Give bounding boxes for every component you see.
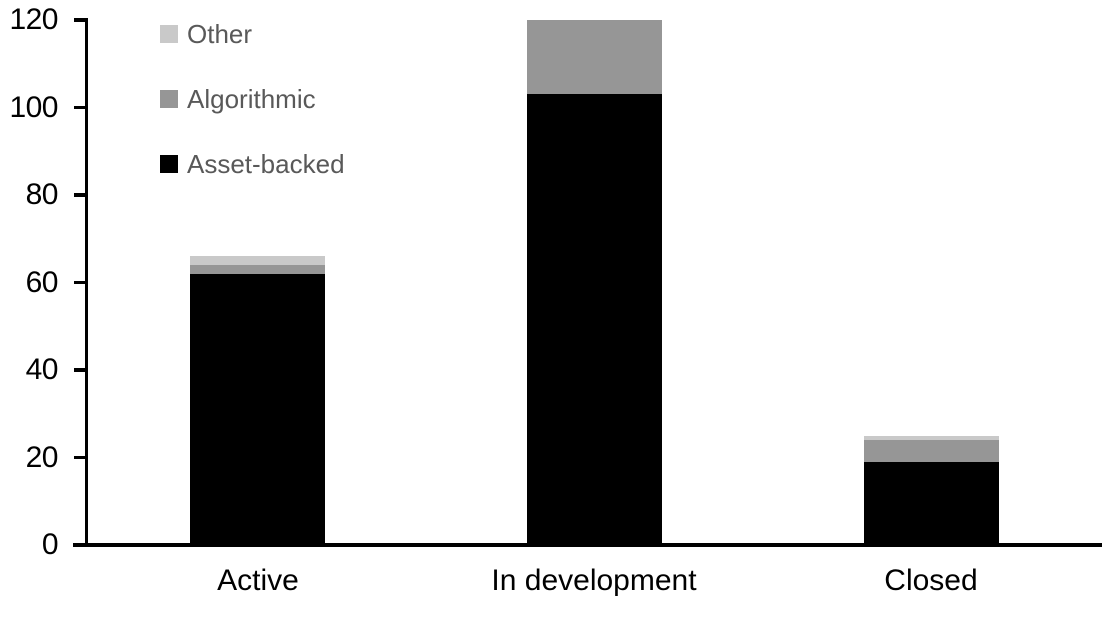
y-tick-label-100: 100 — [9, 90, 58, 124]
y-tick-label-40: 40 — [25, 353, 59, 386]
y-axis-tick-80 — [74, 193, 88, 197]
y-axis-tick-40 — [74, 368, 88, 372]
legend-item-algorithmic: Algorithmic — [160, 84, 345, 114]
bar-segment-in-development-algorithmic — [526, 20, 662, 95]
legend-swatch-other — [160, 25, 178, 43]
x-axis-line — [73, 543, 1102, 547]
y-axis-tick-20 — [74, 455, 88, 460]
bar-segment-closed-algorithmic — [864, 440, 999, 462]
y-tick-label-120: 120 — [9, 3, 58, 36]
bar-segment-active-asset-backed — [190, 273, 325, 545]
legend: Other Algorithmic Asset-backed — [160, 19, 345, 214]
bar-segment-closed-other — [864, 435, 999, 440]
y-axis-tick-100 — [74, 105, 88, 110]
y-axis-tick-0 — [74, 543, 88, 547]
legend-swatch-algorithmic — [160, 90, 178, 108]
bar-segment-active-other — [190, 256, 325, 265]
legend-item-other: Other — [160, 19, 345, 49]
legend-swatch-asset-backed — [160, 155, 178, 173]
bar-segment-active-algorithmic — [190, 265, 325, 274]
y-axis-tick-60 — [74, 280, 88, 285]
legend-label-other: Other — [187, 18, 253, 49]
y-tick-label-80: 80 — [25, 178, 59, 211]
bar-segment-closed-asset-backed — [864, 461, 999, 545]
legend-item-asset-backed: Asset-backed — [160, 149, 345, 179]
legend-label-algorithmic: Algorithmic — [187, 83, 316, 114]
y-axis-tick-120 — [74, 18, 88, 22]
y-tick-label-60: 60 — [25, 265, 59, 299]
y-tick-label-0: 0 — [41, 528, 59, 561]
bar-segment-in-development-asset-backed — [526, 94, 662, 545]
legend-label-asset-backed: Asset-backed — [187, 148, 345, 179]
y-tick-label-20: 20 — [25, 440, 59, 474]
